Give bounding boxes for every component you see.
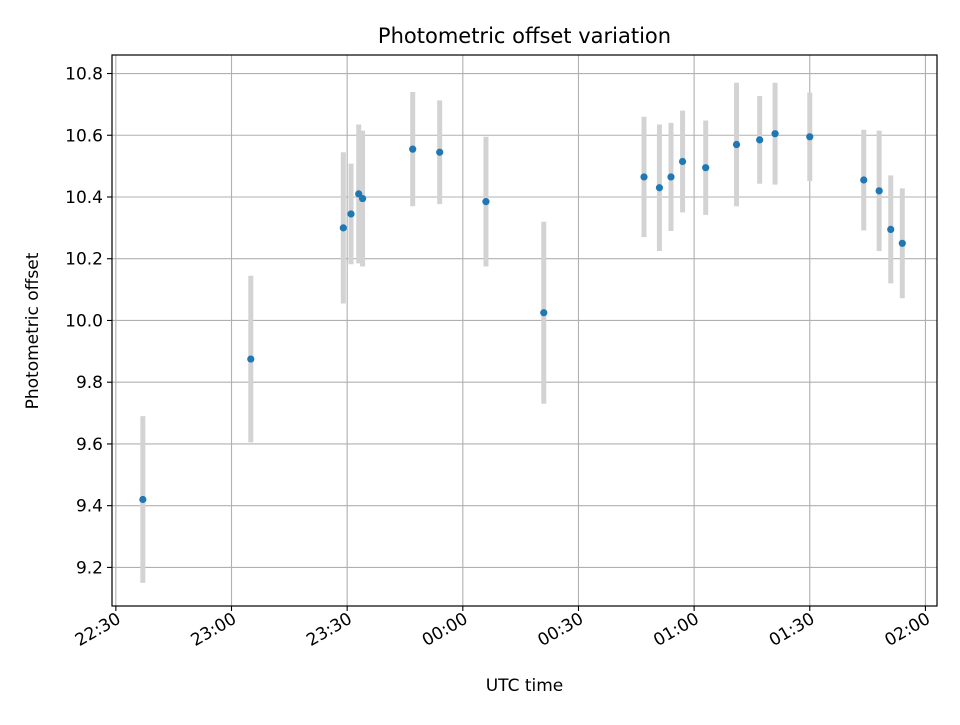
data-point — [139, 495, 147, 504]
y-tick-label: 9.2 — [76, 558, 103, 578]
x-axis-label: UTC time — [486, 676, 564, 696]
data-point — [887, 225, 895, 234]
data-point — [339, 224, 347, 232]
y-tick-label: 10.4 — [65, 188, 103, 208]
data-point — [678, 157, 687, 166]
axes-frame — [111, 54, 938, 607]
chart-title: Photometric offset variation — [378, 24, 671, 48]
data-point — [756, 136, 764, 144]
data-point — [540, 309, 548, 317]
data-point — [667, 173, 675, 181]
data-point — [482, 198, 490, 206]
y-tick-label: 9.6 — [76, 435, 103, 455]
y-tick-label: 9.4 — [76, 497, 103, 517]
data-point — [409, 145, 417, 153]
data-point — [347, 210, 355, 218]
y-tick-label: 10.0 — [65, 311, 103, 331]
data-point — [702, 164, 710, 172]
data-point — [247, 355, 255, 363]
data-point — [860, 176, 868, 184]
y-tick-label: 10.8 — [65, 65, 103, 85]
data-point — [732, 140, 741, 149]
data-point — [640, 173, 648, 181]
y-tick-label: 9.8 — [76, 373, 103, 393]
data-point — [898, 239, 906, 247]
data-point — [436, 148, 444, 156]
data-point — [771, 130, 779, 138]
y-axis-label: Photometric offset — [23, 252, 43, 409]
data-point — [358, 194, 367, 203]
data-point — [655, 184, 664, 192]
y-tick-label: 10.6 — [65, 126, 103, 146]
y-tick-label: 10.2 — [65, 250, 103, 270]
data-point — [875, 187, 883, 195]
data-point — [806, 133, 814, 141]
